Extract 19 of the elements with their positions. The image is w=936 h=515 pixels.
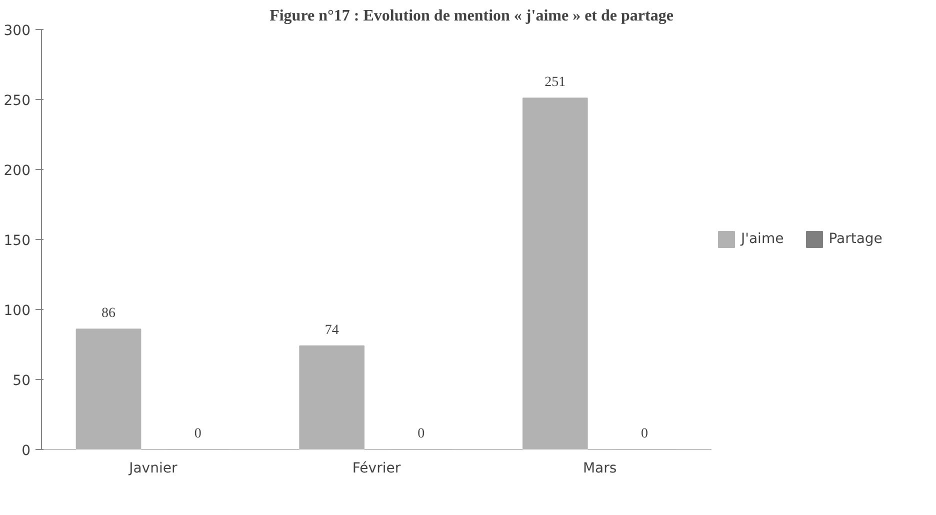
data-label: 251	[544, 75, 566, 90]
data-label: 0	[194, 426, 202, 442]
y-tick-label: 100	[4, 303, 31, 319]
x-tick-label: Javnier	[128, 460, 178, 476]
y-tick-label: 200	[4, 163, 31, 179]
legend-label: Partage	[828, 231, 882, 247]
data-label: 86	[102, 306, 116, 322]
data-label: 0	[641, 426, 648, 442]
y-tick-label: 0	[22, 443, 31, 459]
data-label: 74	[324, 322, 339, 338]
legend-label: J'aime	[741, 231, 784, 247]
chart-title: Figure n°17 : Evolution de mention « j'aime » et de partage	[270, 8, 674, 24]
x-tick-label: Février	[352, 460, 401, 476]
data-label: 0	[418, 426, 425, 442]
y-tick-label: 300	[4, 23, 31, 39]
y-tick-label: 250	[4, 93, 31, 109]
x-tick-label: Mars	[582, 460, 617, 476]
y-tick-label: 50	[12, 373, 31, 389]
y-tick-label: 150	[4, 233, 31, 249]
